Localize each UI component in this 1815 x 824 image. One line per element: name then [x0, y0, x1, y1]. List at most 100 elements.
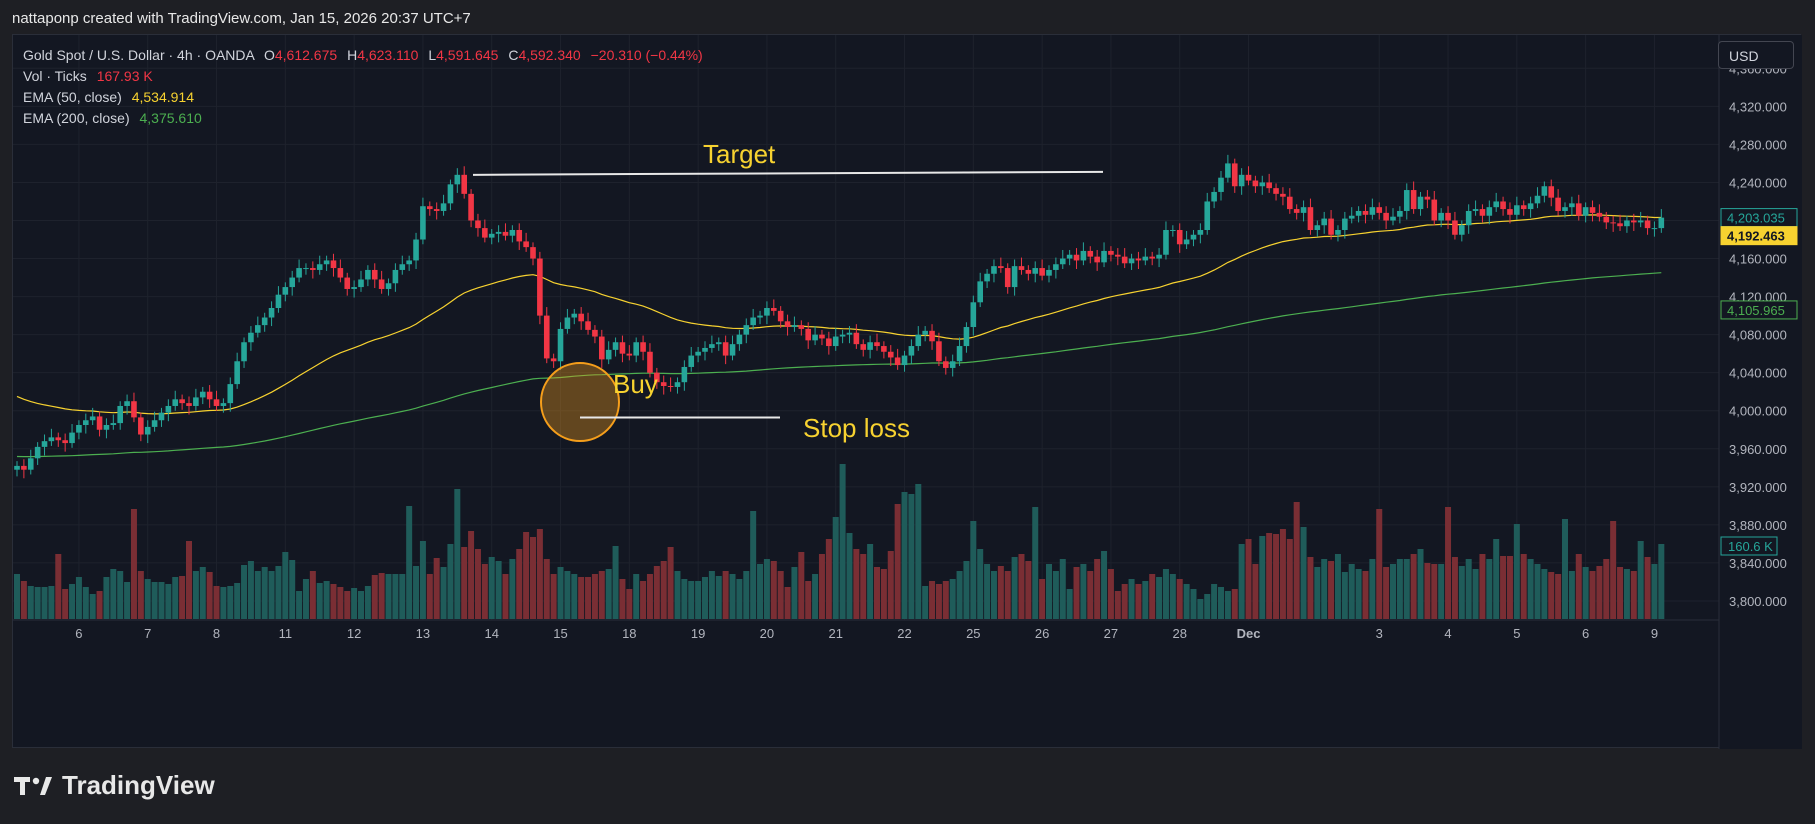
volume-bar — [461, 547, 468, 619]
candle-body — [1245, 174, 1252, 181]
volume-bar — [1527, 559, 1534, 619]
candle-body — [715, 342, 722, 345]
ema50-line — [16, 214, 1662, 415]
candle-body — [1156, 254, 1162, 259]
candle-body — [612, 342, 619, 350]
candle-body — [1238, 174, 1245, 187]
candle-body — [482, 228, 488, 238]
candle-body — [413, 239, 419, 261]
candle-body — [1252, 180, 1259, 187]
volume-bar — [151, 582, 158, 619]
volume-bar — [612, 546, 619, 619]
candle-body — [743, 325, 750, 335]
volume-bar — [1149, 574, 1156, 619]
volume-bar — [777, 571, 784, 619]
volume-bar — [1073, 567, 1080, 619]
candle-body — [110, 423, 117, 425]
candle-body — [447, 184, 454, 204]
candle-body — [736, 334, 743, 345]
candle-body — [922, 330, 928, 335]
volume-bar — [798, 552, 805, 619]
volume-bar — [296, 591, 303, 619]
chart-credit: nattaponp created with TradingView.com, … — [12, 10, 471, 27]
currency-button[interactable]: USD — [1718, 41, 1794, 69]
candle-body — [1424, 196, 1431, 200]
volume-bar — [392, 574, 399, 619]
volume-bar — [192, 571, 199, 619]
candle-body — [1575, 203, 1582, 216]
chart-legend: Gold Spot / U.S. Dollar · 4h · OANDA O4,… — [23, 45, 703, 129]
candle-body — [124, 401, 130, 406]
volume-bar — [1266, 533, 1273, 619]
candle-body — [1644, 220, 1651, 229]
candle-body — [1582, 207, 1589, 216]
candle-body — [798, 325, 805, 329]
legend-ema200-value: 4,375.610 — [139, 110, 202, 126]
volume-bar — [172, 577, 179, 619]
candle-body — [351, 287, 357, 289]
volume-bar — [1273, 534, 1280, 619]
volume-bar — [358, 591, 364, 619]
volume-bar — [1562, 519, 1568, 619]
candle-body — [385, 283, 392, 289]
candle-body — [488, 233, 495, 238]
candle-body — [1176, 230, 1183, 245]
candle-body — [1562, 207, 1568, 211]
candle-body — [839, 334, 846, 337]
legend-symbol: Gold Spot / U.S. Dollar · 4h · OANDA — [23, 47, 255, 63]
candle-body — [275, 294, 282, 308]
candle-body — [1025, 269, 1032, 274]
candle-body — [702, 347, 708, 352]
candle-body — [667, 386, 674, 387]
volume-bar — [440, 567, 447, 619]
volume-bar — [1259, 536, 1266, 619]
candle-body — [1465, 210, 1472, 226]
candle-body — [1266, 182, 1272, 189]
volume-bar — [309, 571, 316, 619]
candle-body — [158, 412, 165, 421]
candle-body — [1514, 205, 1520, 215]
volume-bar — [818, 554, 825, 619]
volume-bar — [763, 559, 770, 619]
candle-body — [523, 241, 529, 248]
time-tick-label: 7 — [144, 626, 151, 641]
volume-bar — [89, 594, 96, 619]
volume-bar — [158, 582, 165, 619]
candle-body — [234, 361, 240, 385]
candle-body — [908, 346, 915, 356]
volume-bar — [82, 587, 89, 619]
candle-body — [578, 313, 584, 322]
volume-bar — [550, 574, 557, 619]
volume-bar — [48, 586, 55, 619]
legend-ohlc-row: Gold Spot / U.S. Dollar · 4h · OANDA O4,… — [23, 45, 703, 66]
legend-volume-label: Vol · Ticks — [23, 68, 87, 84]
candle-body — [626, 353, 633, 356]
volume-bar — [137, 571, 144, 619]
price-tag-box — [1720, 300, 1798, 320]
volume-bar — [337, 587, 344, 619]
candle-body — [261, 317, 268, 326]
volume-bar — [144, 579, 151, 619]
volume-bar — [1218, 587, 1224, 619]
volume-bar — [681, 579, 688, 619]
volume-bar — [1582, 567, 1589, 619]
candle-body — [371, 269, 378, 280]
brand-logo[interactable]: TradingView — [14, 770, 215, 801]
volume-bar — [832, 517, 839, 619]
candle-body — [1459, 225, 1465, 235]
candle-body — [1610, 222, 1616, 224]
candle-body — [34, 446, 41, 459]
volume-bar — [433, 558, 440, 619]
volume-bar — [1252, 564, 1259, 619]
volume-bar — [330, 584, 337, 619]
volume-bar — [1279, 529, 1286, 619]
volume-bar — [1059, 559, 1066, 619]
volume-bar — [1114, 591, 1121, 619]
volume-bar — [27, 586, 34, 619]
candle-body — [1053, 264, 1059, 270]
candle-body — [784, 321, 791, 328]
volume-bar — [1348, 564, 1355, 619]
volume-bar — [488, 557, 495, 619]
